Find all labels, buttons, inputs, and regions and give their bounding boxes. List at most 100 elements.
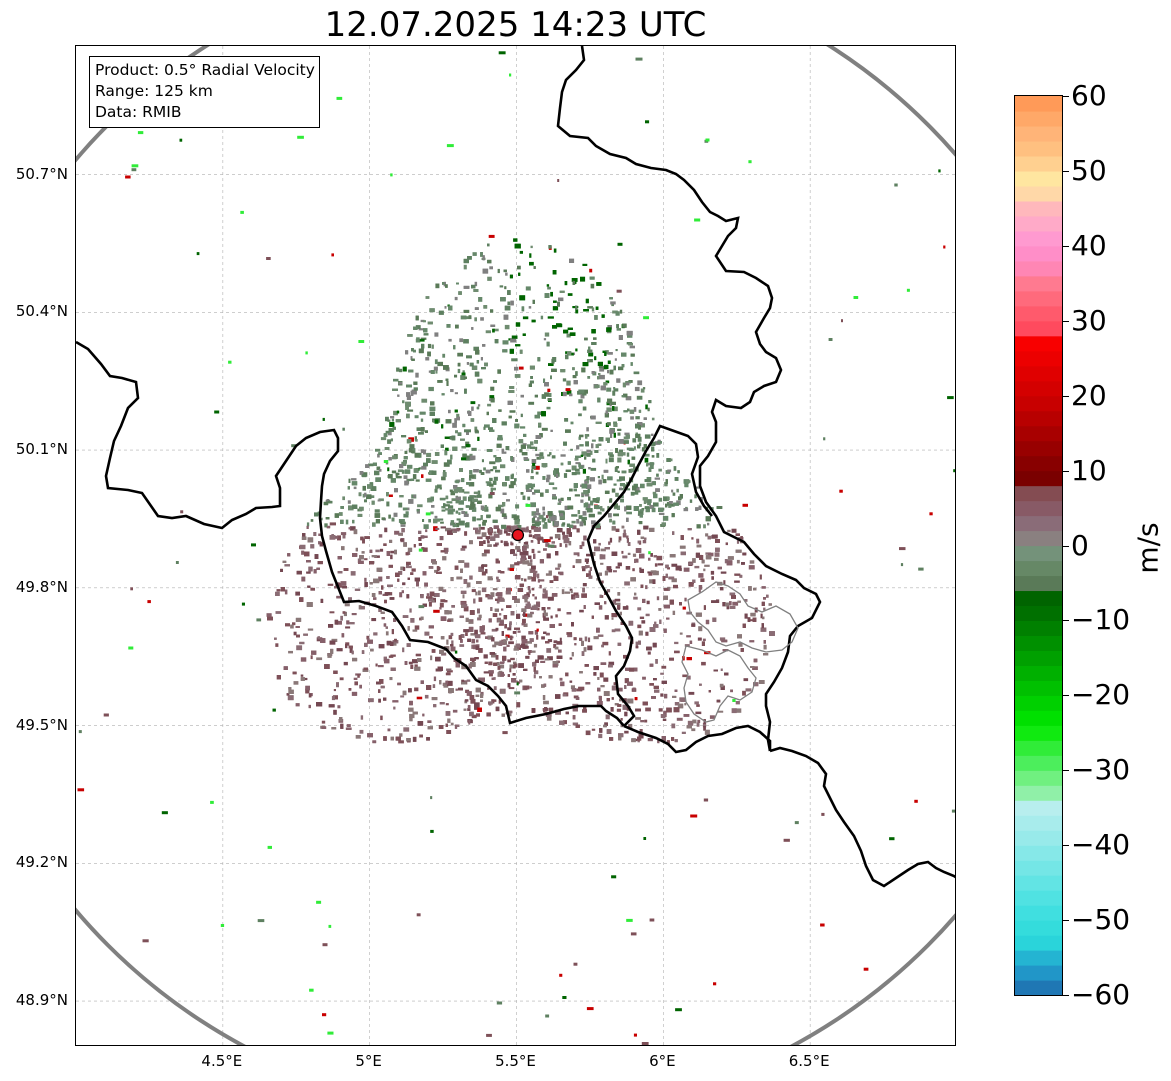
echo-pixel xyxy=(529,253,532,258)
echo-pixel xyxy=(649,504,655,509)
echo-pixel xyxy=(619,611,622,616)
echo-pixel xyxy=(577,552,580,557)
echo-pixel xyxy=(361,650,365,654)
echo-pixel xyxy=(443,600,448,603)
echo-pixel xyxy=(348,505,354,511)
echo-pixel xyxy=(342,611,346,614)
echo-pixel xyxy=(523,668,528,671)
echo-pixel xyxy=(474,426,478,431)
echo-pixel xyxy=(578,399,583,404)
echo-pixel xyxy=(447,619,451,622)
echo-pixel xyxy=(696,544,702,548)
echo-pixel xyxy=(616,708,621,712)
echo-pixel xyxy=(419,734,423,738)
echo-pixel xyxy=(649,683,654,686)
echo-pixel xyxy=(471,365,478,370)
echo-pixel xyxy=(609,297,613,300)
echo-pixel xyxy=(393,378,399,382)
echo-pixel xyxy=(590,450,593,455)
echo-pixel xyxy=(720,685,725,690)
echo-pixel xyxy=(729,601,732,606)
echo-pixel xyxy=(414,687,419,692)
echo-pixel xyxy=(296,634,300,638)
echo-pixel xyxy=(611,617,614,620)
echo-pixel xyxy=(451,435,456,441)
echo-pixel xyxy=(573,483,578,488)
echo-pixel xyxy=(403,456,408,460)
echo-pixel xyxy=(542,506,545,511)
echo-pixel xyxy=(491,677,494,680)
echo-pixel xyxy=(399,733,403,737)
echo-pixel xyxy=(362,485,366,491)
echo-pixel xyxy=(541,463,548,468)
echo-pixel xyxy=(559,510,565,516)
echo-pixel xyxy=(420,427,425,432)
echo-pixel xyxy=(431,470,437,475)
echo-pixel xyxy=(590,283,595,289)
echo-pixel xyxy=(447,530,453,535)
echo-pixel xyxy=(340,615,343,621)
echo-pixel xyxy=(491,699,495,704)
echo-pixel xyxy=(617,687,623,692)
echo-pixel xyxy=(340,532,347,536)
echo-pixel xyxy=(541,607,546,611)
echo-pixel xyxy=(427,351,431,357)
echo-pixel xyxy=(418,537,422,541)
echo-pixel xyxy=(655,488,660,492)
echo-pixel xyxy=(753,658,758,663)
echo-pixel xyxy=(585,565,590,568)
echo-pixel xyxy=(536,634,539,640)
radar-map[interactable] xyxy=(75,45,956,1046)
echo-pixel xyxy=(453,485,458,489)
echo-pixel xyxy=(370,495,375,498)
echo-pixel xyxy=(407,551,411,555)
echo-pixel xyxy=(481,553,487,557)
echo-pixel xyxy=(747,617,751,622)
echo-pixel xyxy=(627,552,631,555)
echo-pixel xyxy=(635,708,641,712)
echo-pixel xyxy=(644,479,651,482)
echo-pixel xyxy=(535,659,539,663)
echo-pixel xyxy=(667,586,671,591)
echo-pixel xyxy=(572,565,575,568)
echo-pixel xyxy=(510,481,516,486)
echo-pixel xyxy=(726,604,730,610)
echo-pixel xyxy=(671,578,677,583)
echo-pixel xyxy=(415,439,418,442)
echo-pixel xyxy=(637,380,643,386)
echo-pixel xyxy=(377,665,384,668)
echo-pixel xyxy=(444,550,448,554)
echo-pixel xyxy=(470,633,475,636)
echo-pixel xyxy=(375,519,380,524)
echo-pixel xyxy=(497,369,501,374)
echo-pixel xyxy=(308,704,311,709)
echo-pixel xyxy=(439,487,442,490)
echo-pixel xyxy=(383,543,387,546)
echo-pixel xyxy=(564,281,568,286)
echo-pixel xyxy=(639,513,643,518)
echo-pixel xyxy=(695,507,699,511)
echo-pixel xyxy=(467,638,471,642)
echo-pixel xyxy=(716,506,723,509)
echo-pixel xyxy=(576,471,581,475)
echo-pixel xyxy=(547,316,554,319)
echo-pixel xyxy=(572,525,577,530)
echo-pixel xyxy=(558,623,562,626)
echo-pixel xyxy=(640,584,644,588)
echo-pixel xyxy=(579,434,584,438)
echo-pixel xyxy=(567,293,573,296)
echo-pixel xyxy=(383,697,387,701)
echo-pixel xyxy=(533,572,537,577)
echo-pixel xyxy=(616,324,619,329)
echo-pixel xyxy=(458,512,461,515)
echo-pixel xyxy=(474,281,478,287)
echo-pixel xyxy=(300,674,304,677)
echo-pixel xyxy=(627,459,630,465)
echo-pixel xyxy=(617,507,620,510)
echo-pixel xyxy=(658,708,663,712)
echo-pixel xyxy=(539,676,542,679)
echo-pixel xyxy=(536,601,540,607)
echo-pixel xyxy=(720,571,727,574)
echo-pixel xyxy=(483,426,486,430)
echo-pixel xyxy=(520,394,524,398)
